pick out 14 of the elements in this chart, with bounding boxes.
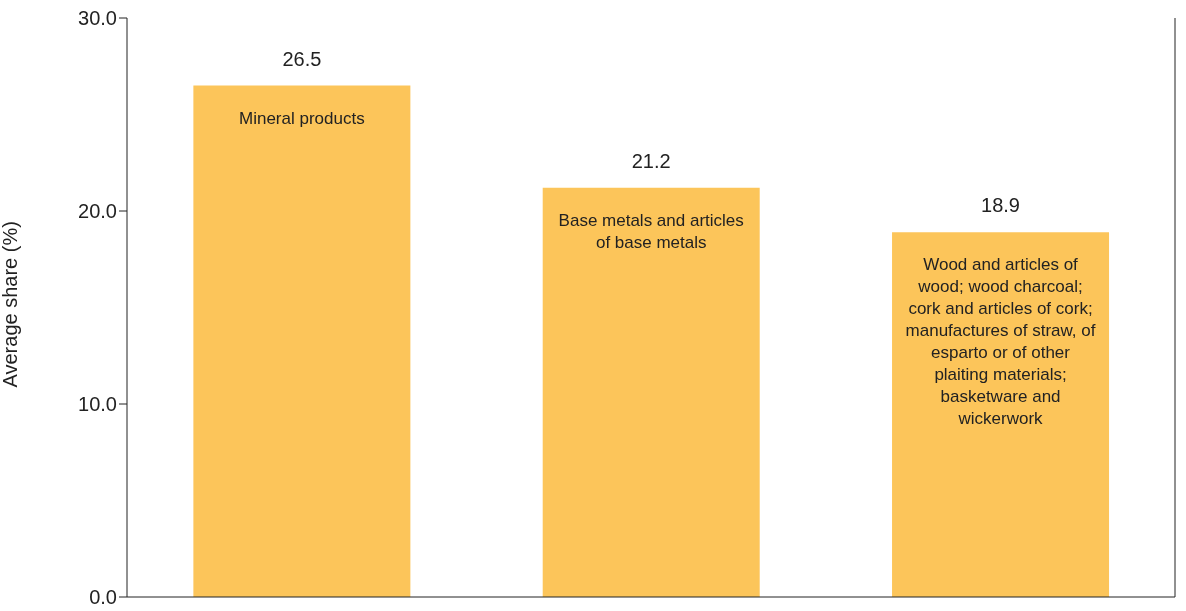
- y-tick-label: 30.0: [78, 7, 117, 30]
- bar: [542, 187, 760, 597]
- data-label: 18.9: [981, 194, 1021, 217]
- bar: [892, 232, 1110, 597]
- bar: [193, 85, 411, 597]
- y-tick-label: 20.0: [78, 200, 117, 223]
- y-axis-title: Average share (%): [0, 221, 22, 388]
- data-label: 21.2: [631, 149, 671, 172]
- x-tick-label: Mineral products: [238, 107, 366, 130]
- data-label: 26.5: [282, 47, 322, 70]
- x-tick-label: Wood and articles of wood; wood charcoal; cork and articles of cork; manufactures of straw, of esparto or of other plaiting materials; basketware and wickerwork: [904, 254, 1097, 431]
- x-tick-label: Base metals and articles of base metals: [557, 209, 745, 254]
- y-tick-label: 10.0: [78, 393, 117, 416]
- y-tick-label: 0.0: [89, 586, 117, 609]
